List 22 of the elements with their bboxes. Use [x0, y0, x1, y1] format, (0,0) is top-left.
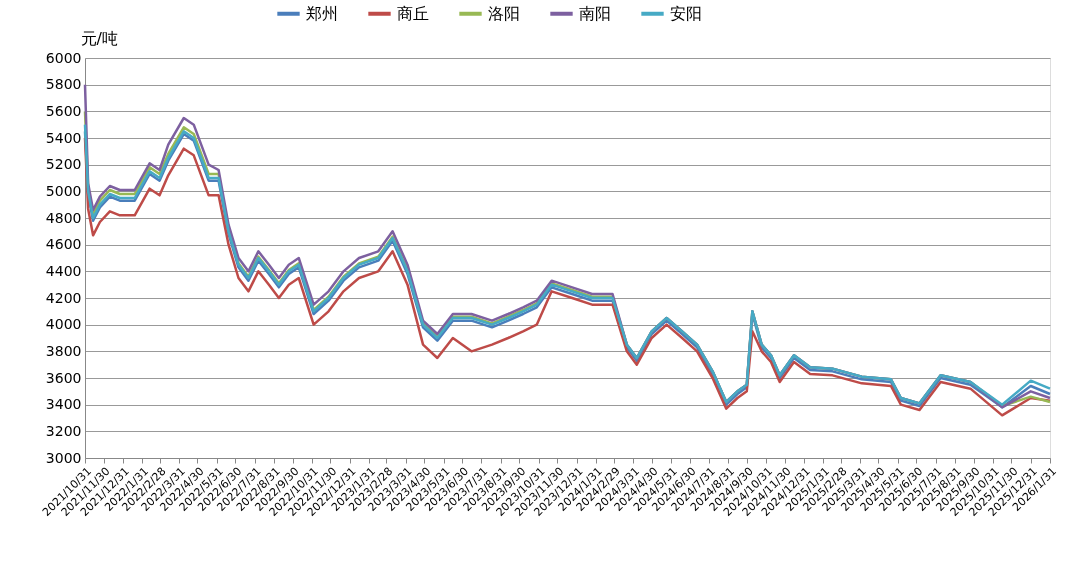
y-tick-label: 5000 — [45, 182, 82, 199]
legend-label: 郑州 — [306, 3, 338, 23]
y-tick-label: 4200 — [45, 289, 82, 306]
y-tick-label: 3000 — [45, 449, 82, 466]
y-tick-label: 4600 — [45, 236, 82, 253]
y-tick-label: 3600 — [45, 369, 82, 386]
y-tick-label: 4400 — [45, 262, 82, 279]
y-tick-label: 6000 — [45, 49, 82, 66]
y-tick-label: 4800 — [45, 209, 82, 226]
legend-label: 商丘 — [397, 3, 429, 23]
y-axis-title: 元/吨 — [80, 28, 118, 48]
y-tick-label: 5600 — [45, 102, 82, 119]
y-tick-label: 3200 — [45, 422, 82, 439]
y-tick-label: 5200 — [45, 156, 82, 173]
legend-label: 南阳 — [579, 3, 611, 23]
y-tick-label: 4000 — [45, 316, 82, 333]
legend-label: 安阳 — [670, 3, 702, 23]
y-tick-label: 5400 — [45, 129, 82, 146]
y-tick-label: 3400 — [45, 396, 82, 413]
legend-label: 洛阳 — [488, 3, 520, 23]
y-tick-label: 5800 — [45, 76, 82, 93]
y-tick-label: 3800 — [45, 342, 82, 359]
